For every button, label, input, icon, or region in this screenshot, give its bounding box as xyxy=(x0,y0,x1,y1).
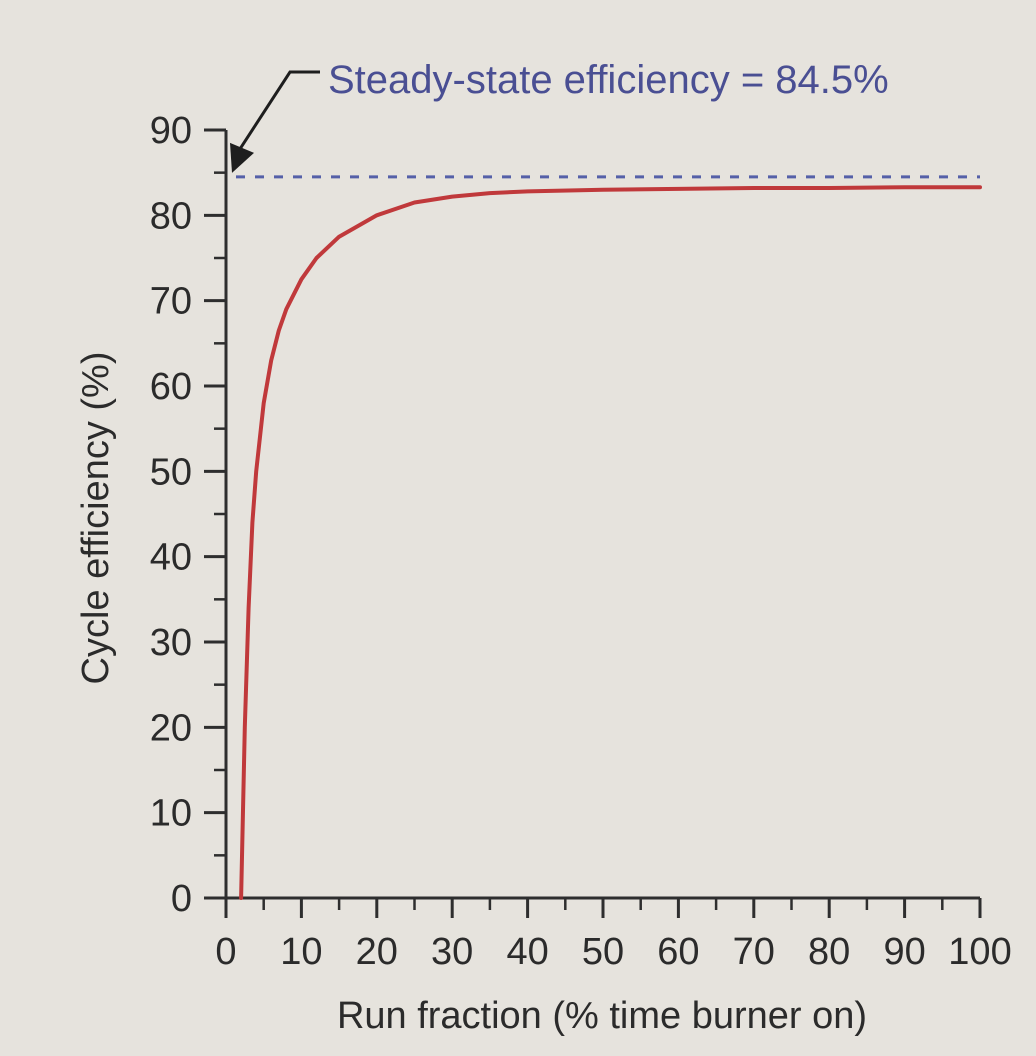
x-tick-label: 100 xyxy=(948,931,1011,973)
y-tick-label: 50 xyxy=(150,451,192,493)
annotation-leader-line xyxy=(238,70,320,150)
y-tick-label: 80 xyxy=(150,195,192,237)
x-tick-label: 80 xyxy=(808,931,850,973)
steady-state-annotation: Steady-state efficiency = 84.5% xyxy=(328,58,889,102)
y-tick-label: 20 xyxy=(150,707,192,749)
x-tick-label: 30 xyxy=(431,931,473,973)
y-tick-label: 0 xyxy=(171,878,192,920)
x-tick-label: 20 xyxy=(356,931,398,973)
y-tick-label: 40 xyxy=(150,537,192,579)
y-tick-label: 90 xyxy=(150,110,192,152)
x-tick-label: 90 xyxy=(883,931,925,973)
efficiency-curve xyxy=(239,185,982,900)
x-tick-label: 50 xyxy=(582,931,624,973)
x-tick-label: 0 xyxy=(215,931,236,973)
y-tick-label: 30 xyxy=(150,622,192,664)
y-tick-label: 70 xyxy=(150,281,192,323)
x-tick-label: 70 xyxy=(733,931,775,973)
y-tick-label: 10 xyxy=(150,793,192,835)
x-tick-label: 40 xyxy=(506,931,548,973)
x-tick-label: 10 xyxy=(280,931,322,973)
y-tick-label: 60 xyxy=(150,366,192,408)
x-axis-title: Run fraction (% time burner on) xyxy=(337,995,867,1037)
y-axis-title: Cycle efficiency (%) xyxy=(75,352,117,685)
axes-group: 0 10 20 30 40 50 60 70 80 90 100 0 10 20 30 40 50 60 70 80 9… xyxy=(150,110,1012,973)
marks-group xyxy=(230,70,982,900)
annotation-arrowhead xyxy=(230,142,254,173)
x-tick-label: 60 xyxy=(657,931,699,973)
